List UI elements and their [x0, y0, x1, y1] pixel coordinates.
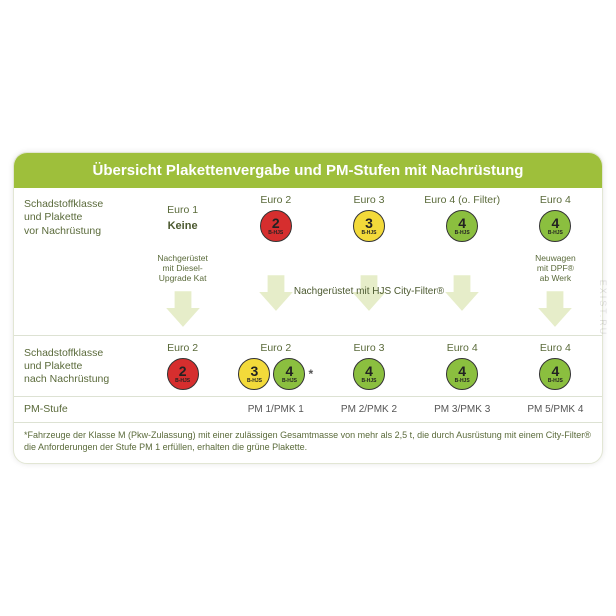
row-label-after: Schadstoffklasseund Plakettenach Nachrüs… [14, 335, 136, 396]
col-0-after: Euro 2 2B-HJS [136, 335, 229, 396]
col-4-head: Euro 4 4B-HJS [509, 188, 602, 248]
pm-3: PM 3/PMK 3 [416, 396, 509, 422]
down-arrow-icon [441, 271, 483, 313]
col-2-after: Euro 3 4B-HJS [322, 335, 415, 396]
col-0-head: Euro 1 Keine [136, 188, 229, 248]
badge-before-euro4: 4B-HJS [539, 210, 571, 242]
arrow-city-filter-group: Nachgerüstet mit HJS City-Filter® [229, 248, 509, 335]
pm-1: PM 1/PMK 1 [229, 396, 322, 422]
row-label-before: Schadstoffklasseund Plakettevor Nachrüst… [14, 188, 136, 248]
arrow-label-neuwagen: Neuwagenmit DPF®ab Werk [535, 254, 576, 283]
card-title: Übersicht Plakettenvergabe und PM-Stufen… [14, 153, 602, 188]
down-arrow-icon [534, 287, 576, 329]
pm-2: PM 2/PMK 2 [322, 396, 415, 422]
star-footnote-marker: * [308, 367, 313, 381]
overview-grid: Schadstoffklasseund Plakettevor Nachrüst… [14, 188, 602, 422]
col-3-after: Euro 4 4B-HJS [416, 335, 509, 396]
overview-card: Übersicht Plakettenvergabe und PM-Stufen… [13, 152, 603, 464]
arrow-label-diesel-kat: Nachgerüstetmit Diesel-Upgrade Kat [157, 254, 208, 283]
col-1-head: Euro 2 2B-HJS [229, 188, 322, 248]
down-arrow-icon [162, 287, 204, 329]
badge-before-euro3: 3B-HJS [353, 210, 385, 242]
arrow-col-0: Nachgerüstetmit Diesel-Upgrade Kat [136, 248, 229, 335]
badge-after-euro2-yellow: 3B-HJS [238, 358, 270, 390]
pm-4: PM 5/PMK 4 [509, 396, 602, 422]
no-badge-text: Keine [168, 220, 198, 232]
col-3-head: Euro 4 (o. Filter) 4B-HJS [416, 188, 509, 248]
pm-0 [136, 396, 229, 422]
row-label-pm: PM-Stufe [14, 396, 136, 422]
arrow-col-4: Neuwagenmit DPF®ab Werk [509, 248, 602, 335]
badge-before-euro4-nofilter: 4B-HJS [446, 210, 478, 242]
badge-after-euro2-red: 2B-HJS [167, 358, 199, 390]
down-arrow-icon [255, 271, 297, 313]
badge-after-euro3-green: 4B-HJS [353, 358, 385, 390]
arrow-label-city-filter: Nachgerüstet mit HJS City-Filter® [294, 286, 444, 297]
col-1-after: Euro 2 3B-HJS 4B-HJS * [229, 335, 322, 396]
badge-after-euro4-neuwagen-green: 4B-HJS [539, 358, 571, 390]
badge-after-euro4-green: 4B-HJS [446, 358, 478, 390]
badge-after-euro2-green: 4B-HJS [273, 358, 305, 390]
col-2-head: Euro 3 3B-HJS [322, 188, 415, 248]
footnote-text: *Fahrzeuge der Klasse M (Pkw-Zulassung) … [14, 422, 602, 463]
col-4-after: Euro 4 4B-HJS [509, 335, 602, 396]
arrow-row-spacer [14, 248, 136, 335]
badge-before-euro2: 2B-HJS [260, 210, 292, 242]
